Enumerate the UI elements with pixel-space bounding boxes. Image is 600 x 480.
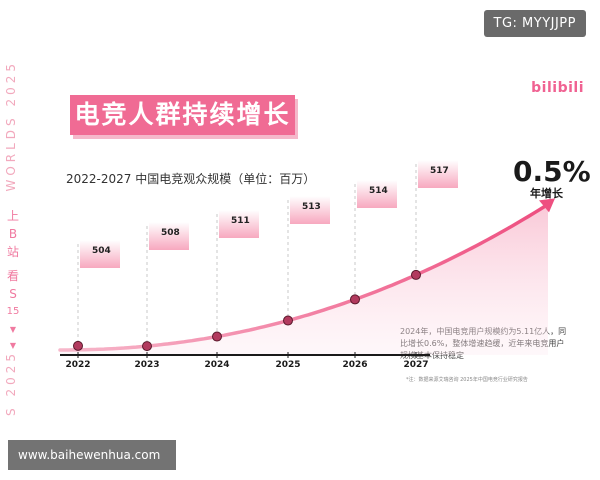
side-strip: WORLDS 2025 上 B 站 看 S 15 ▼ ▼ S 2025 bbox=[0, 0, 28, 440]
bilibili-logo: bilibili bbox=[531, 80, 584, 96]
side-cjk-3: 看 bbox=[6, 269, 19, 283]
growth-line bbox=[58, 205, 546, 352]
chart-title: 2022-2027 中国电竞观众规模（单位：百万） bbox=[66, 172, 316, 186]
value-box-2022 bbox=[80, 240, 120, 268]
data-label-2024: 511 bbox=[231, 216, 250, 226]
growth-rate: 0.5% bbox=[513, 155, 591, 188]
data-label-2026: 514 bbox=[369, 186, 388, 196]
side-cjk-1: B bbox=[8, 227, 18, 241]
side-cjk-2: 站 bbox=[6, 245, 19, 259]
point-2024 bbox=[212, 331, 222, 342]
point-2026 bbox=[350, 294, 360, 305]
arrow-head bbox=[539, 198, 555, 213]
data-label-2022: 504 bbox=[92, 246, 111, 256]
point-2025 bbox=[283, 315, 293, 326]
triangle-icons: ▼ ▼ bbox=[9, 325, 17, 350]
side-cjk-5: 15 bbox=[6, 306, 20, 317]
growth-area bbox=[60, 204, 548, 355]
tick-label-2027: 2027 bbox=[403, 360, 428, 370]
headline: 电竞人群持续增长 bbox=[70, 95, 295, 135]
tick-label-2026: 2026 bbox=[342, 360, 367, 370]
value-box-2024 bbox=[219, 210, 259, 238]
data-label-2027: 517 bbox=[430, 166, 449, 176]
value-box-2026 bbox=[357, 180, 397, 208]
data-label-2023: 508 bbox=[161, 228, 180, 238]
point-2023 bbox=[142, 341, 152, 352]
value-box-2025 bbox=[290, 196, 330, 224]
site-watermark: www.baihewenhua.com bbox=[8, 440, 176, 470]
tick-label-2023: 2023 bbox=[134, 360, 159, 370]
side-cjk-4: S bbox=[9, 287, 17, 301]
value-box-2027 bbox=[418, 160, 458, 188]
growth-label: 年增长 bbox=[530, 187, 563, 200]
tick-label-2025: 2025 bbox=[275, 360, 300, 370]
point-2027 bbox=[411, 269, 421, 280]
tick-label-2022: 2022 bbox=[65, 360, 90, 370]
value-box-2023 bbox=[149, 222, 189, 250]
data-label-2025: 513 bbox=[302, 202, 321, 212]
tick-label-2024: 2024 bbox=[204, 360, 229, 370]
side-cjk-0: 上 bbox=[6, 209, 19, 223]
source-note: *注：数据来源艾瑞咨询 2025年中国电竞行业研究报告 bbox=[406, 377, 528, 383]
telegram-watermark: TG: MYYJJPP bbox=[483, 10, 586, 37]
point-2022 bbox=[73, 340, 83, 351]
